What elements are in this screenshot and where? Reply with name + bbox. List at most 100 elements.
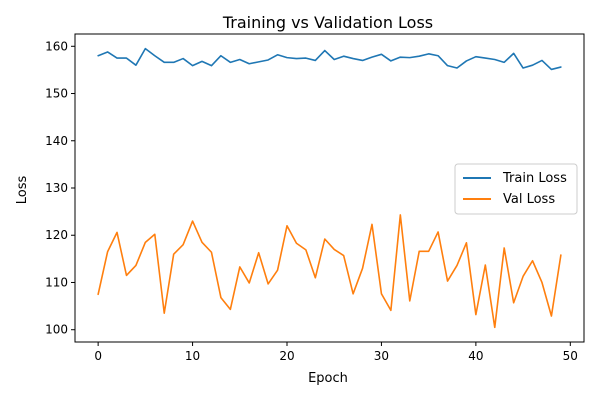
data-point-train-loss [286, 57, 288, 59]
data-point-train-loss [485, 57, 487, 59]
data-point-train-loss [371, 56, 373, 58]
data-point-val-loss [522, 276, 524, 278]
data-point-train-loss [163, 62, 165, 64]
data-point-train-loss [466, 60, 468, 62]
data-point-train-loss [475, 56, 477, 58]
data-point-train-loss [126, 57, 128, 59]
data-point-train-loss [230, 62, 232, 64]
data-point-val-loss [475, 314, 477, 316]
data-point-val-loss [97, 293, 99, 295]
series-line-train-loss [97, 47, 562, 71]
data-point-train-loss [116, 57, 118, 59]
data-point-train-loss [333, 59, 335, 61]
data-point-train-loss [107, 51, 109, 53]
data-point-train-loss [409, 57, 411, 59]
x-tick-label: 40 [468, 349, 483, 363]
data-point-train-loss [428, 53, 430, 55]
y-tick-label: 140 [45, 134, 68, 148]
legend-label-val-loss: Val Loss [503, 192, 555, 207]
data-point-val-loss [211, 251, 213, 253]
data-point-val-loss [381, 293, 383, 295]
data-point-val-loss [126, 275, 128, 277]
y-tick-label: 160 [45, 39, 68, 53]
data-point-val-loss [400, 214, 402, 216]
data-point-val-loss [560, 254, 562, 256]
data-point-val-loss [409, 300, 411, 302]
data-point-val-loss [116, 232, 118, 234]
x-tick-label: 50 [563, 349, 578, 363]
data-point-val-loss [343, 255, 345, 257]
data-point-val-loss [107, 251, 109, 253]
data-point-val-loss [371, 224, 373, 226]
data-point-train-loss [560, 66, 562, 68]
data-point-val-loss [447, 280, 449, 282]
data-point-val-loss [551, 315, 553, 317]
data-point-train-loss [400, 56, 402, 58]
data-point-train-loss [541, 60, 543, 62]
y-tick-label: 130 [45, 181, 68, 195]
data-point-val-loss [248, 282, 250, 284]
data-point-train-loss [532, 64, 534, 66]
data-point-val-loss [305, 249, 307, 251]
data-point-val-loss [163, 312, 165, 314]
data-point-val-loss [541, 282, 543, 284]
data-point-train-loss [315, 60, 317, 62]
data-point-train-loss [201, 61, 203, 63]
data-point-val-loss [173, 253, 175, 255]
data-point-train-loss [248, 63, 250, 65]
data-point-val-loss [532, 260, 534, 262]
y-tick-label: 100 [45, 323, 68, 337]
chart-title: Training vs Validation Loss [222, 13, 433, 32]
data-point-val-loss [277, 269, 279, 271]
data-point-val-loss [201, 242, 203, 244]
data-point-val-loss [485, 264, 487, 266]
data-point-train-loss [362, 60, 364, 62]
data-point-val-loss [192, 220, 194, 222]
data-point-train-loss [503, 62, 505, 64]
data-point-val-loss [456, 265, 458, 267]
x-tick-label: 0 [94, 349, 102, 363]
data-point-train-loss [296, 58, 298, 60]
data-point-train-loss [390, 60, 392, 62]
data-point-val-loss [315, 277, 317, 279]
data-point-train-loss [513, 53, 515, 55]
x-axis-ticks: 0 10 20 30 40 50 [94, 342, 578, 363]
data-point-val-loss [154, 233, 156, 235]
data-point-val-loss [324, 238, 326, 240]
y-axis-label: Loss [15, 176, 30, 205]
data-point-val-loss [286, 225, 288, 227]
legend-label-train-loss: Train Loss [502, 171, 567, 186]
data-point-val-loss [135, 265, 137, 267]
data-series [97, 47, 562, 329]
data-point-val-loss [239, 266, 241, 268]
data-point-train-loss [447, 65, 449, 67]
y-tick-label: 120 [45, 228, 68, 242]
data-point-train-loss [258, 61, 260, 63]
data-point-train-loss [456, 67, 458, 69]
data-point-train-loss [267, 59, 269, 61]
data-point-val-loss [503, 247, 505, 249]
data-point-val-loss [145, 242, 147, 244]
data-point-val-loss [390, 310, 392, 312]
data-point-train-loss [381, 54, 383, 56]
data-point-train-loss [192, 65, 194, 67]
data-point-val-loss [333, 249, 335, 251]
x-tick-label: 20 [279, 349, 294, 363]
data-point-val-loss [182, 244, 184, 246]
data-point-val-loss [362, 268, 364, 270]
data-point-val-loss [230, 309, 232, 311]
data-point-train-loss [239, 59, 241, 61]
data-point-train-loss [418, 55, 420, 57]
series-line-val-loss [97, 214, 562, 329]
data-point-val-loss [494, 327, 496, 329]
data-point-val-loss [296, 242, 298, 244]
data-point-train-loss [135, 64, 137, 66]
legend: Train Loss Val Loss [454, 163, 578, 215]
data-point-train-loss [343, 55, 345, 57]
data-point-val-loss [428, 251, 430, 253]
data-point-train-loss [220, 55, 222, 57]
data-point-train-loss [494, 59, 496, 61]
data-point-train-loss [173, 62, 175, 64]
x-tick-label: 10 [185, 349, 200, 363]
